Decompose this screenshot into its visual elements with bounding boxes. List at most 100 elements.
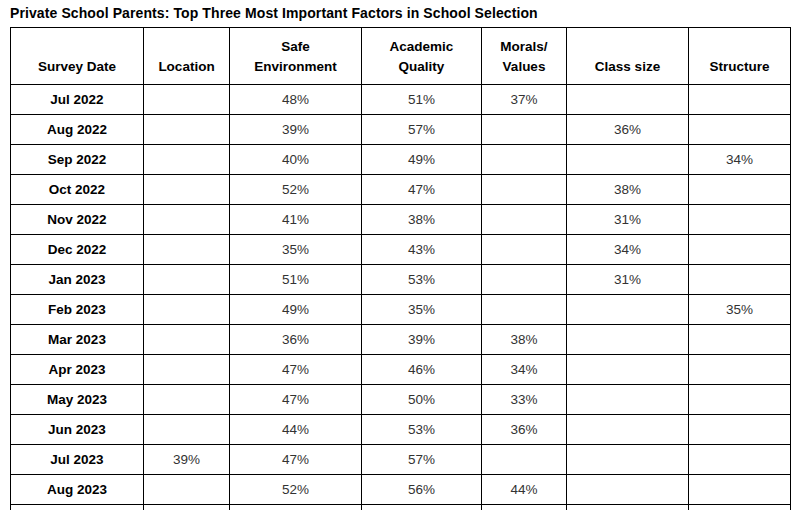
value-cell-safe-environment: 36% [230, 325, 362, 355]
value-cell-academic-quality: 53% [362, 265, 482, 295]
date-cell: Feb 2023 [11, 295, 144, 325]
date-cell: Jun 2023 [11, 415, 144, 445]
value-cell-class-size: 34% [567, 235, 689, 265]
value-cell-class-size [567, 85, 689, 115]
value-cell-morals-values [482, 445, 567, 475]
column-header-class-size: Class size [567, 28, 689, 85]
value-cell-structure [689, 235, 791, 265]
column-header-survey-date: Survey Date [11, 28, 144, 85]
date-cell: Jul 2023 [11, 445, 144, 475]
value-cell-class-size [567, 325, 689, 355]
value-cell-structure [689, 175, 791, 205]
date-cell: Aug 2022 [11, 115, 144, 145]
value-cell-academic-quality: 57% [362, 115, 482, 145]
value-cell-location [144, 415, 230, 445]
value-cell-safe-environment: 48% [230, 85, 362, 115]
value-cell-safe-environment: 49% [230, 295, 362, 325]
value-cell-class-size [567, 385, 689, 415]
value-cell-safe-environment: 44% [230, 415, 362, 445]
page: Private School Parents: Top Three Most I… [0, 0, 802, 520]
value-cell-morals-values: 33% [482, 385, 567, 415]
value-cell-structure [689, 475, 791, 505]
column-header-academic-quality: Academic Quality [362, 28, 482, 85]
value-cell-morals-values [482, 205, 567, 235]
value-cell-location [144, 355, 230, 385]
cutoff-cell [230, 505, 362, 511]
value-cell-academic-quality: 56% [362, 475, 482, 505]
value-cell-academic-quality: 35% [362, 295, 482, 325]
table-row-nov-2022: Nov 2022 41% 38% 31% [11, 205, 791, 235]
value-cell-morals-values: 34% [482, 355, 567, 385]
value-cell-morals-values [482, 175, 567, 205]
value-cell-morals-values: 36% [482, 415, 567, 445]
value-cell-structure [689, 355, 791, 385]
table-row-may-2023: May 2023 47% 50% 33% [11, 385, 791, 415]
value-cell-academic-quality: 47% [362, 175, 482, 205]
value-cell-location [144, 475, 230, 505]
value-cell-safe-environment: 47% [230, 385, 362, 415]
date-cell: Apr 2023 [11, 355, 144, 385]
date-cell: Jan 2023 [11, 265, 144, 295]
table-row-jan-2023: Jan 2023 51% 53% 31% [11, 265, 791, 295]
value-cell-structure [689, 115, 791, 145]
value-cell-safe-environment: 52% [230, 475, 362, 505]
value-cell-academic-quality: 51% [362, 85, 482, 115]
table-row-feb-2023: Feb 2023 49% 35% 35% [11, 295, 791, 325]
date-cell: Jul 2022 [11, 85, 144, 115]
table-row-sep-2022: Sep 2022 40% 49% 34% [11, 145, 791, 175]
date-cell: May 2023 [11, 385, 144, 415]
date-cell: Mar 2023 [11, 325, 144, 355]
table-row-jul-2022: Jul 2022 48% 51% 37% [11, 85, 791, 115]
table-row-jun-2023: Jun 2023 44% 53% 36% [11, 415, 791, 445]
value-cell-structure: 34% [689, 145, 791, 175]
value-cell-class-size [567, 445, 689, 475]
value-cell-safe-environment: 41% [230, 205, 362, 235]
value-cell-location [144, 295, 230, 325]
table-row-oct-2022: Oct 2022 52% 47% 38% [11, 175, 791, 205]
date-cell: Dec 2022 [11, 235, 144, 265]
date-cell: Nov 2022 [11, 205, 144, 235]
value-cell-structure [689, 85, 791, 115]
value-cell-morals-values [482, 235, 567, 265]
cutoff-cell [689, 505, 791, 511]
value-cell-structure [689, 415, 791, 445]
value-cell-academic-quality: 50% [362, 385, 482, 415]
value-cell-location [144, 175, 230, 205]
column-header-safe-environment: Safe Environment [230, 28, 362, 85]
value-cell-morals-values [482, 295, 567, 325]
value-cell-safe-environment: 52% [230, 175, 362, 205]
value-cell-location [144, 205, 230, 235]
value-cell-academic-quality: 38% [362, 205, 482, 235]
factors-table: Survey Date Location Safe Environment Ac… [10, 27, 791, 510]
value-cell-location [144, 325, 230, 355]
value-cell-safe-environment: 47% [230, 355, 362, 385]
header-row: Survey Date Location Safe Environment Ac… [11, 28, 791, 85]
value-cell-structure [689, 325, 791, 355]
value-cell-class-size: 36% [567, 115, 689, 145]
value-cell-academic-quality: 46% [362, 355, 482, 385]
value-cell-morals-values [482, 265, 567, 295]
value-cell-class-size [567, 415, 689, 445]
page-title: Private School Parents: Top Three Most I… [10, 5, 538, 21]
value-cell-academic-quality: 57% [362, 445, 482, 475]
value-cell-location [144, 385, 230, 415]
value-cell-class-size: 31% [567, 265, 689, 295]
value-cell-structure [689, 385, 791, 415]
date-cell: Sep 2022 [11, 145, 144, 175]
value-cell-location [144, 235, 230, 265]
value-cell-class-size: 38% [567, 175, 689, 205]
value-cell-safe-environment: 47% [230, 445, 362, 475]
value-cell-location: 39% [144, 445, 230, 475]
table-row-apr-2023: Apr 2023 47% 46% 34% [11, 355, 791, 385]
cutoff-cell [144, 505, 230, 511]
value-cell-structure [689, 265, 791, 295]
column-header-location: Location [144, 28, 230, 85]
value-cell-morals-values [482, 145, 567, 175]
value-cell-safe-environment: 35% [230, 235, 362, 265]
cutoff-cell [362, 505, 482, 511]
value-cell-morals-values: 44% [482, 475, 567, 505]
value-cell-structure [689, 445, 791, 475]
value-cell-morals-values [482, 115, 567, 145]
value-cell-location [144, 115, 230, 145]
value-cell-academic-quality: 43% [362, 235, 482, 265]
